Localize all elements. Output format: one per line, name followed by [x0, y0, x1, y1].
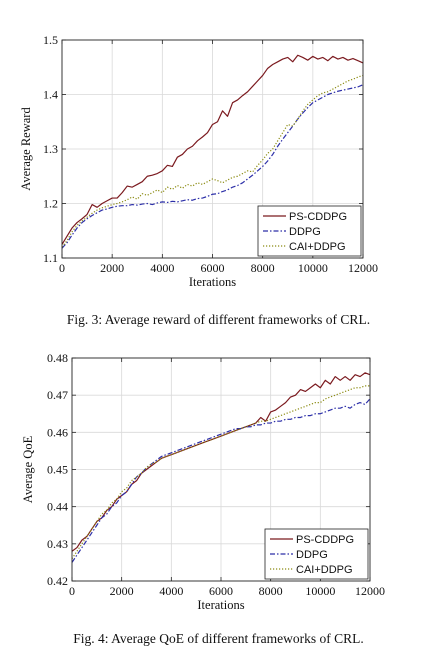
- y-tick-label: 1.3: [43, 142, 58, 156]
- x-tick-label: 2000: [100, 261, 124, 275]
- figure-4: 0 2000 4000 6000 8000 10000 12000 0.42 0.43 0.44 0…: [0, 340, 437, 660]
- y-tick-label: 0.43: [47, 537, 68, 551]
- y-tick-label: 1.1: [43, 251, 58, 265]
- y-tick-label: 1.4: [43, 88, 58, 102]
- chart1-y-axis-label: Average Reward: [19, 107, 33, 191]
- y-tick-label: 0.44: [47, 500, 68, 514]
- chart1-series-line-2: [61, 84, 364, 249]
- chart2-series-line-2: [71, 398, 371, 563]
- y-tick-label: 0.42: [47, 574, 68, 588]
- y-tick-label: 0.48: [47, 351, 68, 365]
- chart2-series-line-1: [71, 372, 371, 552]
- chart2-legend: PS-CDDPG DDPG CAI+DDPG: [264, 528, 369, 580]
- chart1-x-axis-label: Iterations: [189, 275, 236, 289]
- y-tick-label: 1.5: [43, 33, 58, 47]
- y-tick-label: 0.47: [47, 388, 68, 402]
- legend-label-1: PS-CDDPG: [296, 534, 354, 546]
- x-tick-label: 0: [59, 261, 65, 275]
- x-tick-label: 12000: [348, 261, 378, 275]
- qoe-chart: 0 2000 4000 6000 8000 10000 12000 0.42 0.43 0.44 0…: [21, 351, 385, 612]
- reward-chart: 0 2000 4000 6000 8000 10000 12000 1.1 1.2 1.3 1.4 1…: [19, 33, 378, 289]
- legend-label-3: CAI+DDPG: [296, 564, 353, 576]
- y-tick-label: 1.2: [43, 197, 58, 211]
- chart1-grid: [62, 40, 363, 258]
- y-tick-label: 0.46: [47, 425, 68, 439]
- x-tick-label: 6000: [201, 261, 225, 275]
- x-tick-label: 8000: [251, 261, 275, 275]
- legend-label-2: DDPG: [289, 226, 321, 238]
- x-tick-label: 2000: [110, 584, 134, 598]
- chart2-y-axis-label: Average QoE: [21, 435, 35, 503]
- x-tick-label: 6000: [209, 584, 233, 598]
- chart1-series-line-1: [61, 54, 364, 245]
- figure-4-caption: Fig. 4: Average QoE of different framewo…: [73, 631, 364, 646]
- legend-label-3: CAI+DDPG: [289, 241, 346, 253]
- figure-3: 0 2000 4000 6000 8000 10000 12000 1.1 1.2 1.3 1.4 1…: [19, 33, 378, 327]
- x-tick-label: 10000: [298, 261, 328, 275]
- figure-3-caption: Fig. 3: Average reward of different fram…: [66, 312, 371, 327]
- chart1-series-line-3: [61, 74, 364, 248]
- x-tick-label: 10000: [305, 584, 335, 598]
- legend-label-2: DDPG: [296, 549, 328, 561]
- y-tick-label: 0.45: [47, 463, 68, 477]
- chart2-x-axis-label: Iterations: [197, 598, 244, 612]
- chart1-legend: PS-CDDPG DDPG CAI+DDPG: [257, 205, 362, 257]
- x-tick-label: 8000: [259, 584, 283, 598]
- x-tick-label: 4000: [159, 584, 183, 598]
- x-tick-label: 0: [69, 584, 75, 598]
- legend-label-1: PS-CDDPG: [289, 211, 347, 223]
- x-tick-label: 4000: [150, 261, 174, 275]
- x-tick-label: 12000: [355, 584, 385, 598]
